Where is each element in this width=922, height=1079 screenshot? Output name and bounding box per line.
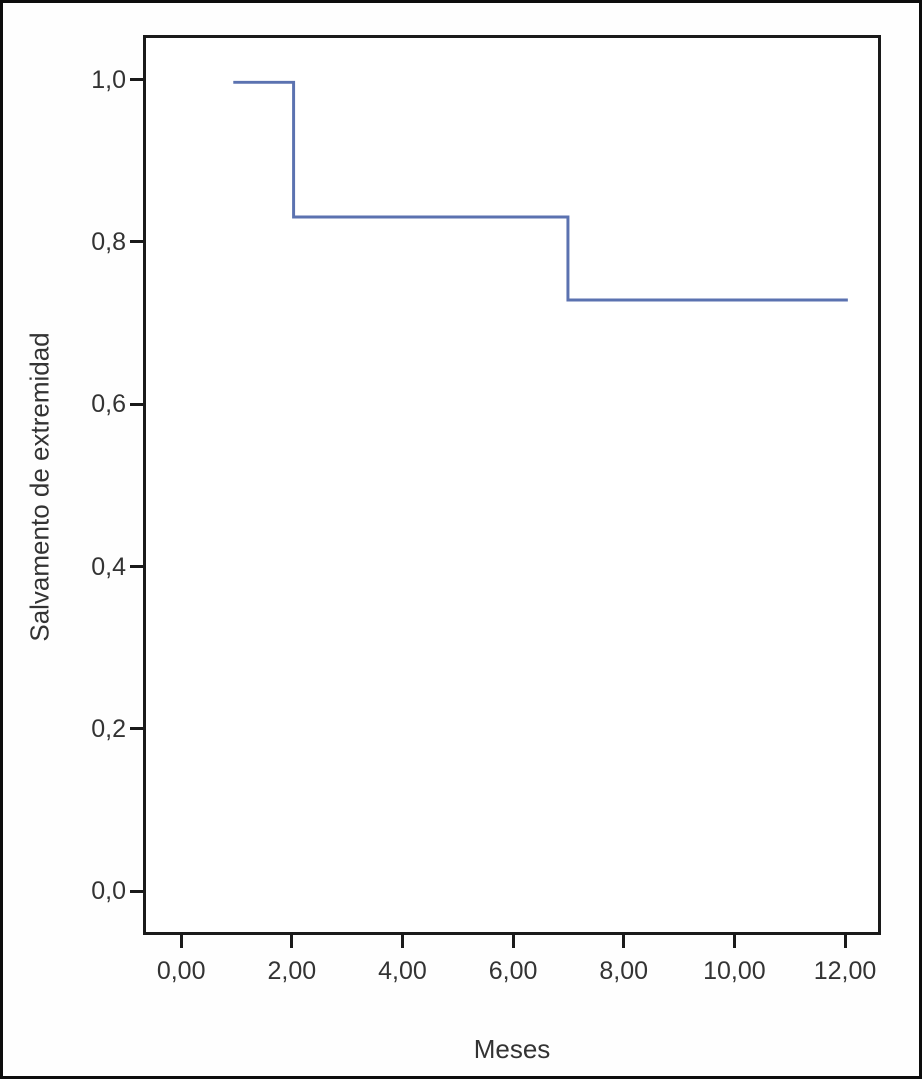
y-axis-tick-label: 0,2 [91,714,126,743]
y-axis-tick [130,78,143,82]
x-axis-tick [511,935,515,948]
x-axis-tick [622,935,626,948]
survival-plot-svg [233,80,848,302]
y-axis-tick [130,727,143,731]
x-axis-title: Meses [473,1034,551,1064]
x-axis-tick-label: 10,00 [703,957,766,985]
y-axis-title: Salvamento de extremidad [24,332,55,642]
x-axis-tick-label: 12,00 [813,957,877,985]
x-axis-tick [843,935,847,948]
y-axis-tick [130,889,143,893]
y-axis-tick [130,402,143,406]
x-axis-tick [290,935,294,948]
y-axis-tick-label: 0,6 [91,390,126,419]
y-axis-tick [130,240,143,244]
y-axis-tick-label: 0,4 [91,552,126,581]
x-axis-tick [400,935,404,948]
x-axis-tick [179,935,183,948]
y-axis-tick [130,565,143,569]
y-axis-tick-label: 0,0 [91,877,126,906]
y-axis-tick-label: 1,0 [91,65,126,94]
x-axis-tick-label: 4,00 [378,957,427,985]
plot-area [143,35,881,935]
x-axis-tick-label: 6,00 [488,957,538,985]
x-axis-tick-label: 2,00 [267,957,317,985]
survival-curve [233,80,848,302]
y-axis-tick-label: 0,8 [91,227,126,256]
x-axis-tick-label: 8,00 [599,957,649,985]
x-axis-tick [732,935,736,948]
x-axis-tick-label: 0,00 [156,957,206,985]
